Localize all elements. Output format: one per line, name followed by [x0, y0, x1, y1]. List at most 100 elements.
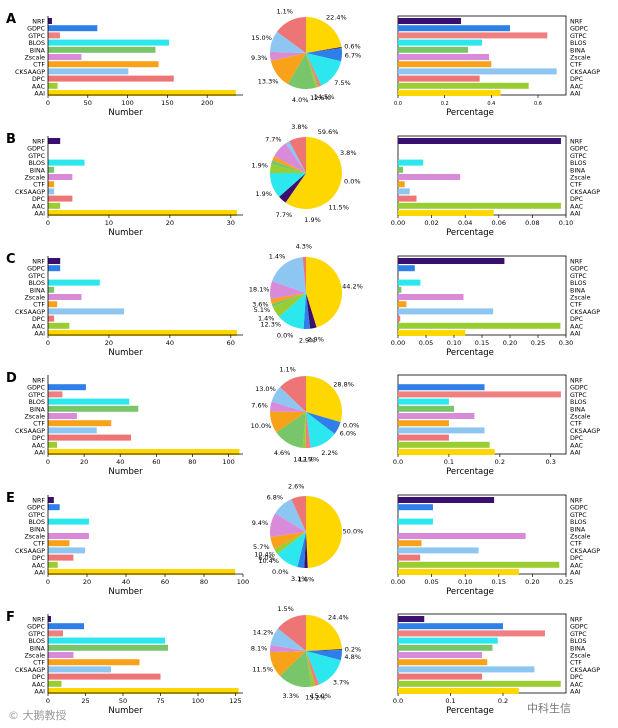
pie-slice-F-DPC	[277, 615, 306, 651]
pie-label-D-9: 13.0%	[255, 385, 276, 393]
pct-ylabel-DPC: DPC	[570, 196, 584, 203]
pct-ylabel-NRF: NRF	[570, 139, 583, 146]
pct-bar-B-CKSAAGP	[398, 188, 410, 195]
pct-ylabel-BINA: BINA	[570, 47, 586, 54]
pie-slice-D-Zscale	[270, 401, 306, 412]
pct-bar-C-BINA	[398, 286, 402, 293]
pct-ylabel-DPC: DPC	[570, 555, 584, 562]
pie-slice-B-CKSAAGP	[285, 141, 306, 173]
count-ylabel-GDPC: GDPC	[27, 146, 46, 153]
pct-bar-D-GTPC	[398, 391, 561, 398]
pie-slice-F-NRF	[306, 649, 342, 651]
pct-bar-E-AAI	[398, 569, 519, 575]
pct-bar-E-BLOS	[398, 518, 433, 525]
pie-slice-B-AAC	[270, 164, 306, 173]
count-bar-B-CTF	[48, 181, 55, 188]
pct-ylabel-CKSAAGP: CKSAAGP	[570, 189, 600, 196]
count-ticklabel-F-75: 75	[156, 697, 164, 705]
count-ylabel-CTF: CTF	[33, 182, 45, 189]
count-ticklabel-E-0: 0	[46, 578, 50, 586]
pie-label-C-1: 2.9%	[307, 336, 324, 344]
pct-bar-D-CKSAAGP	[398, 427, 485, 434]
pct-ticklabel-B-0.08: 0.08	[525, 219, 539, 227]
pct-ylabel-BLOS: BLOS	[570, 519, 587, 526]
count-ticklabel-C-40: 40	[166, 339, 174, 347]
pie-label-C-4: 12.3%	[260, 321, 281, 329]
count-ylabel-CTF: CTF	[33, 302, 45, 309]
pct-ticklabel-B-0.04: 0.04	[458, 219, 472, 227]
pct-ticklabel-C-0.05: 0.05	[419, 339, 433, 347]
pct-bar-F-CTF	[398, 659, 488, 666]
pie-label-F-1: 0.2%	[345, 646, 362, 654]
pct-xlabel-D: Percentage	[446, 467, 494, 477]
pie-label-C-9: 1.4%	[269, 253, 286, 261]
pct-ylabel-GTPC: GTPC	[570, 33, 587, 40]
count-bar-A-GDPC	[48, 25, 98, 32]
count-bar-A-AAC	[48, 82, 58, 89]
pct-bar-E-DPC	[398, 554, 421, 561]
pct-bar-B-Zscale	[398, 174, 461, 180]
pie-slice-E-CKSAAGP	[275, 499, 306, 532]
count-bar-D-CKSAAGP	[48, 427, 97, 434]
pct-bar-C-AAI	[398, 330, 466, 336]
pct-bar-F-AAC	[398, 680, 561, 687]
count-ylabel-AAC: AAC	[32, 323, 46, 330]
count-bar-E-BLOS	[48, 518, 89, 525]
pct-bar-B-AAI	[398, 210, 494, 216]
count-xlabel-E: Number	[108, 587, 143, 597]
panel-letter-A: A	[6, 12, 16, 27]
pct-bar-F-BINA	[398, 644, 493, 651]
pct-ylabel-CTF: CTF	[570, 421, 582, 428]
pct-bar-C-NRF	[398, 258, 505, 264]
count-ticklabel-A-50: 50	[84, 99, 92, 107]
pie-slice-F-AAI	[306, 615, 342, 651]
count-ylabel-NRF: NRF	[32, 19, 45, 26]
pie-label-B-5: 7.7%	[276, 211, 293, 219]
pie-label-D-4: 12.7%	[299, 455, 320, 463]
count-bar-B-BINA	[48, 166, 55, 173]
pct-ylabel-NRF: NRF	[570, 498, 583, 505]
count-ylabel-BINA: BINA	[30, 526, 46, 533]
pct-ylabel-CKSAAGP: CKSAAGP	[570, 69, 600, 76]
count-bar-A-AAI	[48, 90, 236, 96]
pie-label-E-3: 0.0%	[272, 568, 289, 576]
pct-ylabel-NRF: NRF	[570, 378, 583, 385]
count-ylabel-GDPC: GDPC	[27, 385, 46, 392]
pct-ylabel-CKSAAGP: CKSAAGP	[570, 309, 600, 316]
pie-label-F-4: 15.0%	[310, 692, 331, 700]
pie-slice-E-CTF	[270, 532, 306, 549]
count-ticklabel-C-60: 60	[227, 339, 235, 347]
pie-slice-D-GDPC	[306, 412, 341, 434]
pie-slice-B-BLOS	[270, 173, 306, 197]
pie-label-B-9: 3.8%	[291, 123, 308, 131]
pie-label-F-9: 14.2%	[253, 628, 274, 636]
count-bar-B-NRF	[48, 138, 61, 144]
count-bar-D-DPC	[48, 434, 132, 441]
pie-slice-D-CTF	[270, 411, 306, 433]
count-bar-C-NRF	[48, 258, 61, 264]
pct-ylabel-GDPC: GDPC	[570, 624, 589, 631]
count-ylabel-GTPC: GTPC	[28, 33, 45, 40]
count-ylabel-BINA: BINA	[30, 287, 46, 294]
pct-bar-C-AAC	[398, 322, 561, 329]
pie-label-E-0: 50.0%	[343, 527, 364, 535]
pct-ylabel-GDPC: GDPC	[570, 266, 589, 273]
pie-slice-A-NRF	[306, 46, 342, 53]
pct-bar-D-BLOS	[398, 398, 449, 405]
count-bar-F-AAC	[48, 680, 62, 687]
count-ticklabel-F-100: 100	[192, 697, 204, 705]
count-bar-C-Zscale	[48, 294, 82, 300]
pct-ylabel-GDPC: GDPC	[570, 385, 589, 392]
pct-ticklabel-A-0.6: 0.6	[534, 101, 542, 107]
count-xlabel-A: Number	[108, 108, 143, 118]
count-ylabel-NRF: NRF	[32, 259, 45, 266]
pie-label-B-0: 59.6%	[318, 128, 339, 136]
pie-slice-A-GDPC	[306, 48, 343, 62]
count-bar-D-CTF	[48, 420, 112, 427]
pct-ylabel-BINA: BINA	[570, 167, 586, 174]
count-ticklabel-A-0: 0	[46, 99, 50, 107]
count-ylabel-GTPC: GTPC	[28, 273, 45, 280]
count-bar-B-Zscale	[48, 174, 73, 180]
count-ylabel-BINA: BINA	[30, 645, 46, 652]
